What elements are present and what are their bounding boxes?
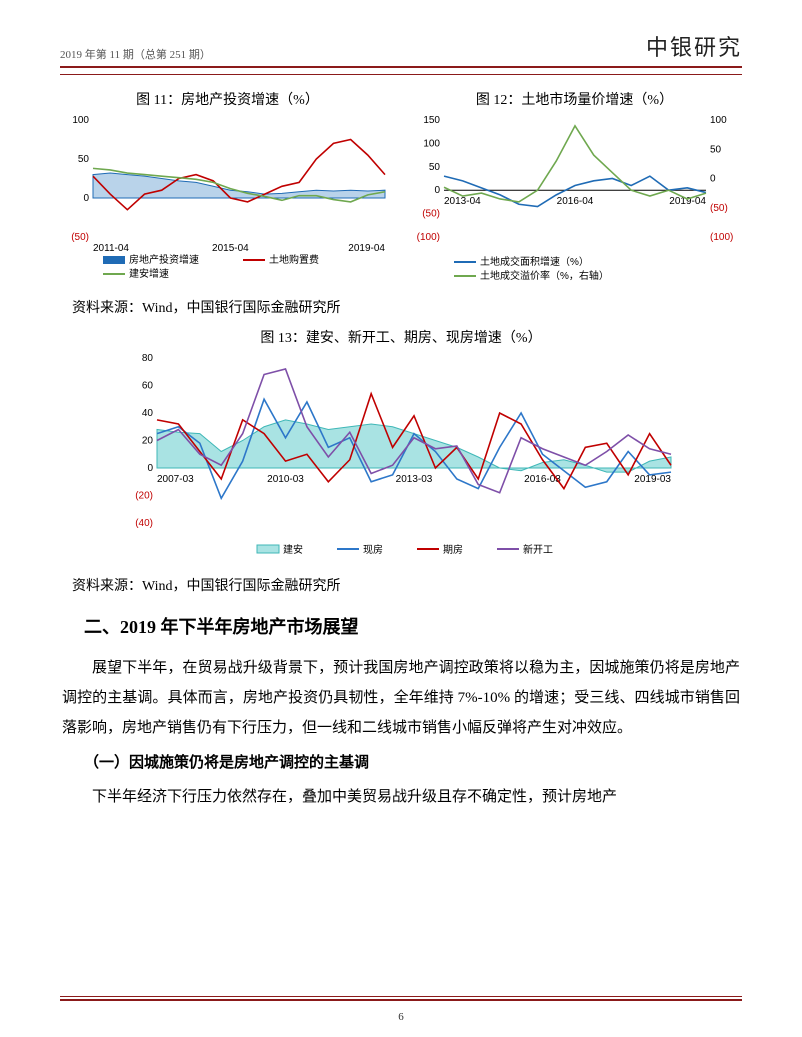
sub-heading: （一）因城施策仍将是房地产调控的主基调 bbox=[84, 751, 742, 772]
footer-rule-thick bbox=[60, 999, 742, 1001]
header-rule-thick bbox=[60, 66, 742, 68]
svg-text:2016-04: 2016-04 bbox=[556, 196, 593, 207]
svg-text:150: 150 bbox=[423, 115, 440, 126]
svg-text:60: 60 bbox=[142, 381, 154, 392]
header-rule-thin bbox=[60, 74, 742, 75]
svg-text:期房: 期房 bbox=[443, 543, 463, 556]
svg-text:现房: 现房 bbox=[363, 543, 383, 556]
chart-row-top: 图 11：房地产投资增速（%） (50) 0 50 100 2011-04 2015-04… bbox=[60, 89, 742, 285]
svg-text:房地产投资增速: 房地产投资增速 bbox=[129, 253, 199, 266]
svg-text:2016-03: 2016-03 bbox=[524, 474, 561, 485]
paragraph-2: 下半年经济下行压力依然存在，叠加中美贸易战升级且存不确定性，预计房地产 bbox=[62, 782, 740, 812]
svg-text:(50): (50) bbox=[710, 203, 728, 214]
chart-source-1: 资料来源：Wind，中国银行国际金融研究所 bbox=[72, 297, 742, 317]
chart-13-svg: (40) (20) 0 20 40 60 80 2007-03 2010-03 2013-03 20… bbox=[121, 353, 681, 563]
svg-text:(100): (100) bbox=[710, 232, 733, 243]
svg-text:2010-03: 2010-03 bbox=[267, 474, 304, 485]
chart-12-title: 图 12：土地市场量价增速（%） bbox=[476, 89, 673, 109]
svg-text:2019-04: 2019-04 bbox=[669, 196, 706, 207]
chart-13-title: 图 13：建安、新开工、期房、现房增速（%） bbox=[260, 327, 541, 347]
svg-text:100: 100 bbox=[710, 115, 727, 126]
svg-text:新开工: 新开工 bbox=[523, 543, 553, 556]
svg-text:100: 100 bbox=[423, 138, 440, 149]
svg-text:2013-04: 2013-04 bbox=[444, 196, 481, 207]
svg-text:2011-04: 2011-04 bbox=[93, 243, 129, 254]
page-number: 6 bbox=[0, 1011, 802, 1023]
chart-11-title: 图 11：房地产投资增速（%） bbox=[136, 89, 319, 109]
chart-12-svg: (100) (50) 0 50 100 150 (100) (50) 0 50 100 2013-04… bbox=[410, 115, 740, 285]
svg-text:40: 40 bbox=[142, 408, 154, 419]
svg-text:建安: 建安 bbox=[283, 543, 303, 556]
svg-text:(100): (100) bbox=[416, 232, 439, 243]
svg-text:0: 0 bbox=[83, 193, 89, 204]
page-header: 2019 年第 11 期（总第 251 期） 中银研究 bbox=[60, 30, 742, 66]
section-heading: 二、2019 年下半年房地产市场展望 bbox=[84, 613, 742, 639]
svg-text:2019-03: 2019-03 bbox=[634, 474, 671, 485]
svg-text:20: 20 bbox=[142, 436, 154, 447]
chart-12: 图 12：土地市场量价增速（%） (100)(50)050100150(100)… bbox=[407, 89, 742, 285]
svg-text:(40): (40) bbox=[135, 518, 153, 529]
svg-text:0: 0 bbox=[710, 174, 716, 185]
chart-11: 图 11：房地产投资增速（%） (50) 0 50 100 2011-04 2015-04… bbox=[60, 89, 395, 285]
svg-text:2015-04: 2015-04 bbox=[212, 243, 249, 254]
svg-text:2007-03: 2007-03 bbox=[157, 474, 194, 485]
issue-label: 2019 年第 11 期（总第 251 期） bbox=[60, 46, 211, 62]
svg-text:土地购置费: 土地购置费 bbox=[269, 253, 319, 266]
svg-text:50: 50 bbox=[77, 154, 89, 165]
svg-text:2019-04: 2019-04 bbox=[348, 243, 385, 254]
svg-text:(50): (50) bbox=[71, 232, 89, 243]
footer-rule-thin bbox=[60, 996, 742, 997]
svg-text:(50): (50) bbox=[422, 209, 440, 220]
brand-logo: 中银研究 bbox=[646, 30, 742, 62]
svg-text:100: 100 bbox=[72, 115, 89, 126]
paragraph-1: 展望下半年，在贸易战升级背景下，预计我国房地产调控政策将以稳为主，因城施策仍将是… bbox=[62, 653, 740, 743]
svg-text:50: 50 bbox=[710, 144, 722, 155]
chart-source-2: 资料来源：Wind，中国银行国际金融研究所 bbox=[72, 575, 742, 595]
svg-text:(20): (20) bbox=[135, 491, 153, 502]
svg-text:建安增速: 建安增速 bbox=[129, 267, 169, 280]
svg-text:0: 0 bbox=[147, 463, 153, 474]
chart-11-svg: (50) 0 50 100 2011-04 2015-04 2019-04 房地产投资增速 土地… bbox=[63, 115, 393, 285]
svg-text:80: 80 bbox=[142, 353, 154, 364]
svg-text:0: 0 bbox=[434, 185, 440, 196]
svg-text:2013-03: 2013-03 bbox=[396, 474, 433, 485]
chart-13: 图 13：建安、新开工、期房、现房增速（%） (40) (20) 0 20 40 60 80… bbox=[60, 327, 742, 563]
svg-text:土地成交溢价率（%，右轴）: 土地成交溢价率（%，右轴） bbox=[480, 269, 609, 282]
svg-text:50: 50 bbox=[428, 162, 440, 173]
svg-text:土地成交面积增速（%）: 土地成交面积增速（%） bbox=[480, 255, 589, 268]
